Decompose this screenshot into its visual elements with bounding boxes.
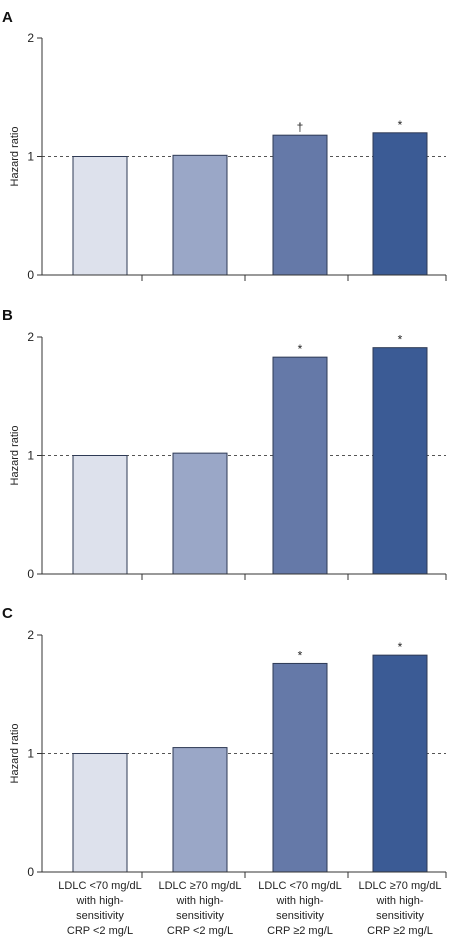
y-tick-label: 2 bbox=[27, 628, 34, 642]
significance-marker: * bbox=[298, 342, 303, 356]
y-tick-label: 1 bbox=[27, 150, 34, 164]
bar bbox=[72, 455, 128, 575]
y-tick-label: 1 bbox=[27, 747, 34, 761]
panel-letter: B bbox=[2, 307, 13, 324]
panel-b: B Hazard ratio * * 0 1 2 bbox=[2, 307, 447, 581]
bar bbox=[172, 747, 228, 873]
y-axis-title: Hazard ratio bbox=[9, 426, 21, 486]
y-axis-title: Hazard ratio bbox=[9, 127, 21, 187]
panel-letter: A bbox=[2, 9, 13, 26]
bar bbox=[272, 356, 328, 575]
significance-marker: † bbox=[297, 120, 304, 134]
panel-a: A Hazard ratio † * 0 1 2 bbox=[2, 9, 447, 282]
bar bbox=[372, 654, 428, 873]
significance-marker: * bbox=[398, 333, 403, 347]
bar bbox=[372, 132, 428, 276]
y-tick-label: 2 bbox=[27, 330, 34, 344]
significance-marker: * bbox=[398, 640, 403, 654]
bar bbox=[172, 452, 228, 575]
bar bbox=[272, 662, 328, 873]
panel-c: C Hazard ratio * * 0 1 2 bbox=[2, 605, 447, 879]
significance-marker: * bbox=[398, 118, 403, 132]
panel-letter: C bbox=[2, 605, 13, 622]
y-tick-label: 0 bbox=[27, 865, 34, 879]
bar bbox=[72, 753, 128, 873]
bar bbox=[272, 134, 328, 276]
bar bbox=[72, 156, 128, 276]
y-tick-label: 1 bbox=[27, 449, 34, 463]
y-tick-label: 0 bbox=[27, 268, 34, 282]
y-tick-label: 0 bbox=[27, 567, 34, 581]
y-tick-label: 2 bbox=[27, 31, 34, 45]
y-axis-title: Hazard ratio bbox=[9, 724, 21, 784]
significance-marker: * bbox=[298, 648, 303, 662]
bar bbox=[172, 154, 228, 276]
bar bbox=[372, 347, 428, 575]
